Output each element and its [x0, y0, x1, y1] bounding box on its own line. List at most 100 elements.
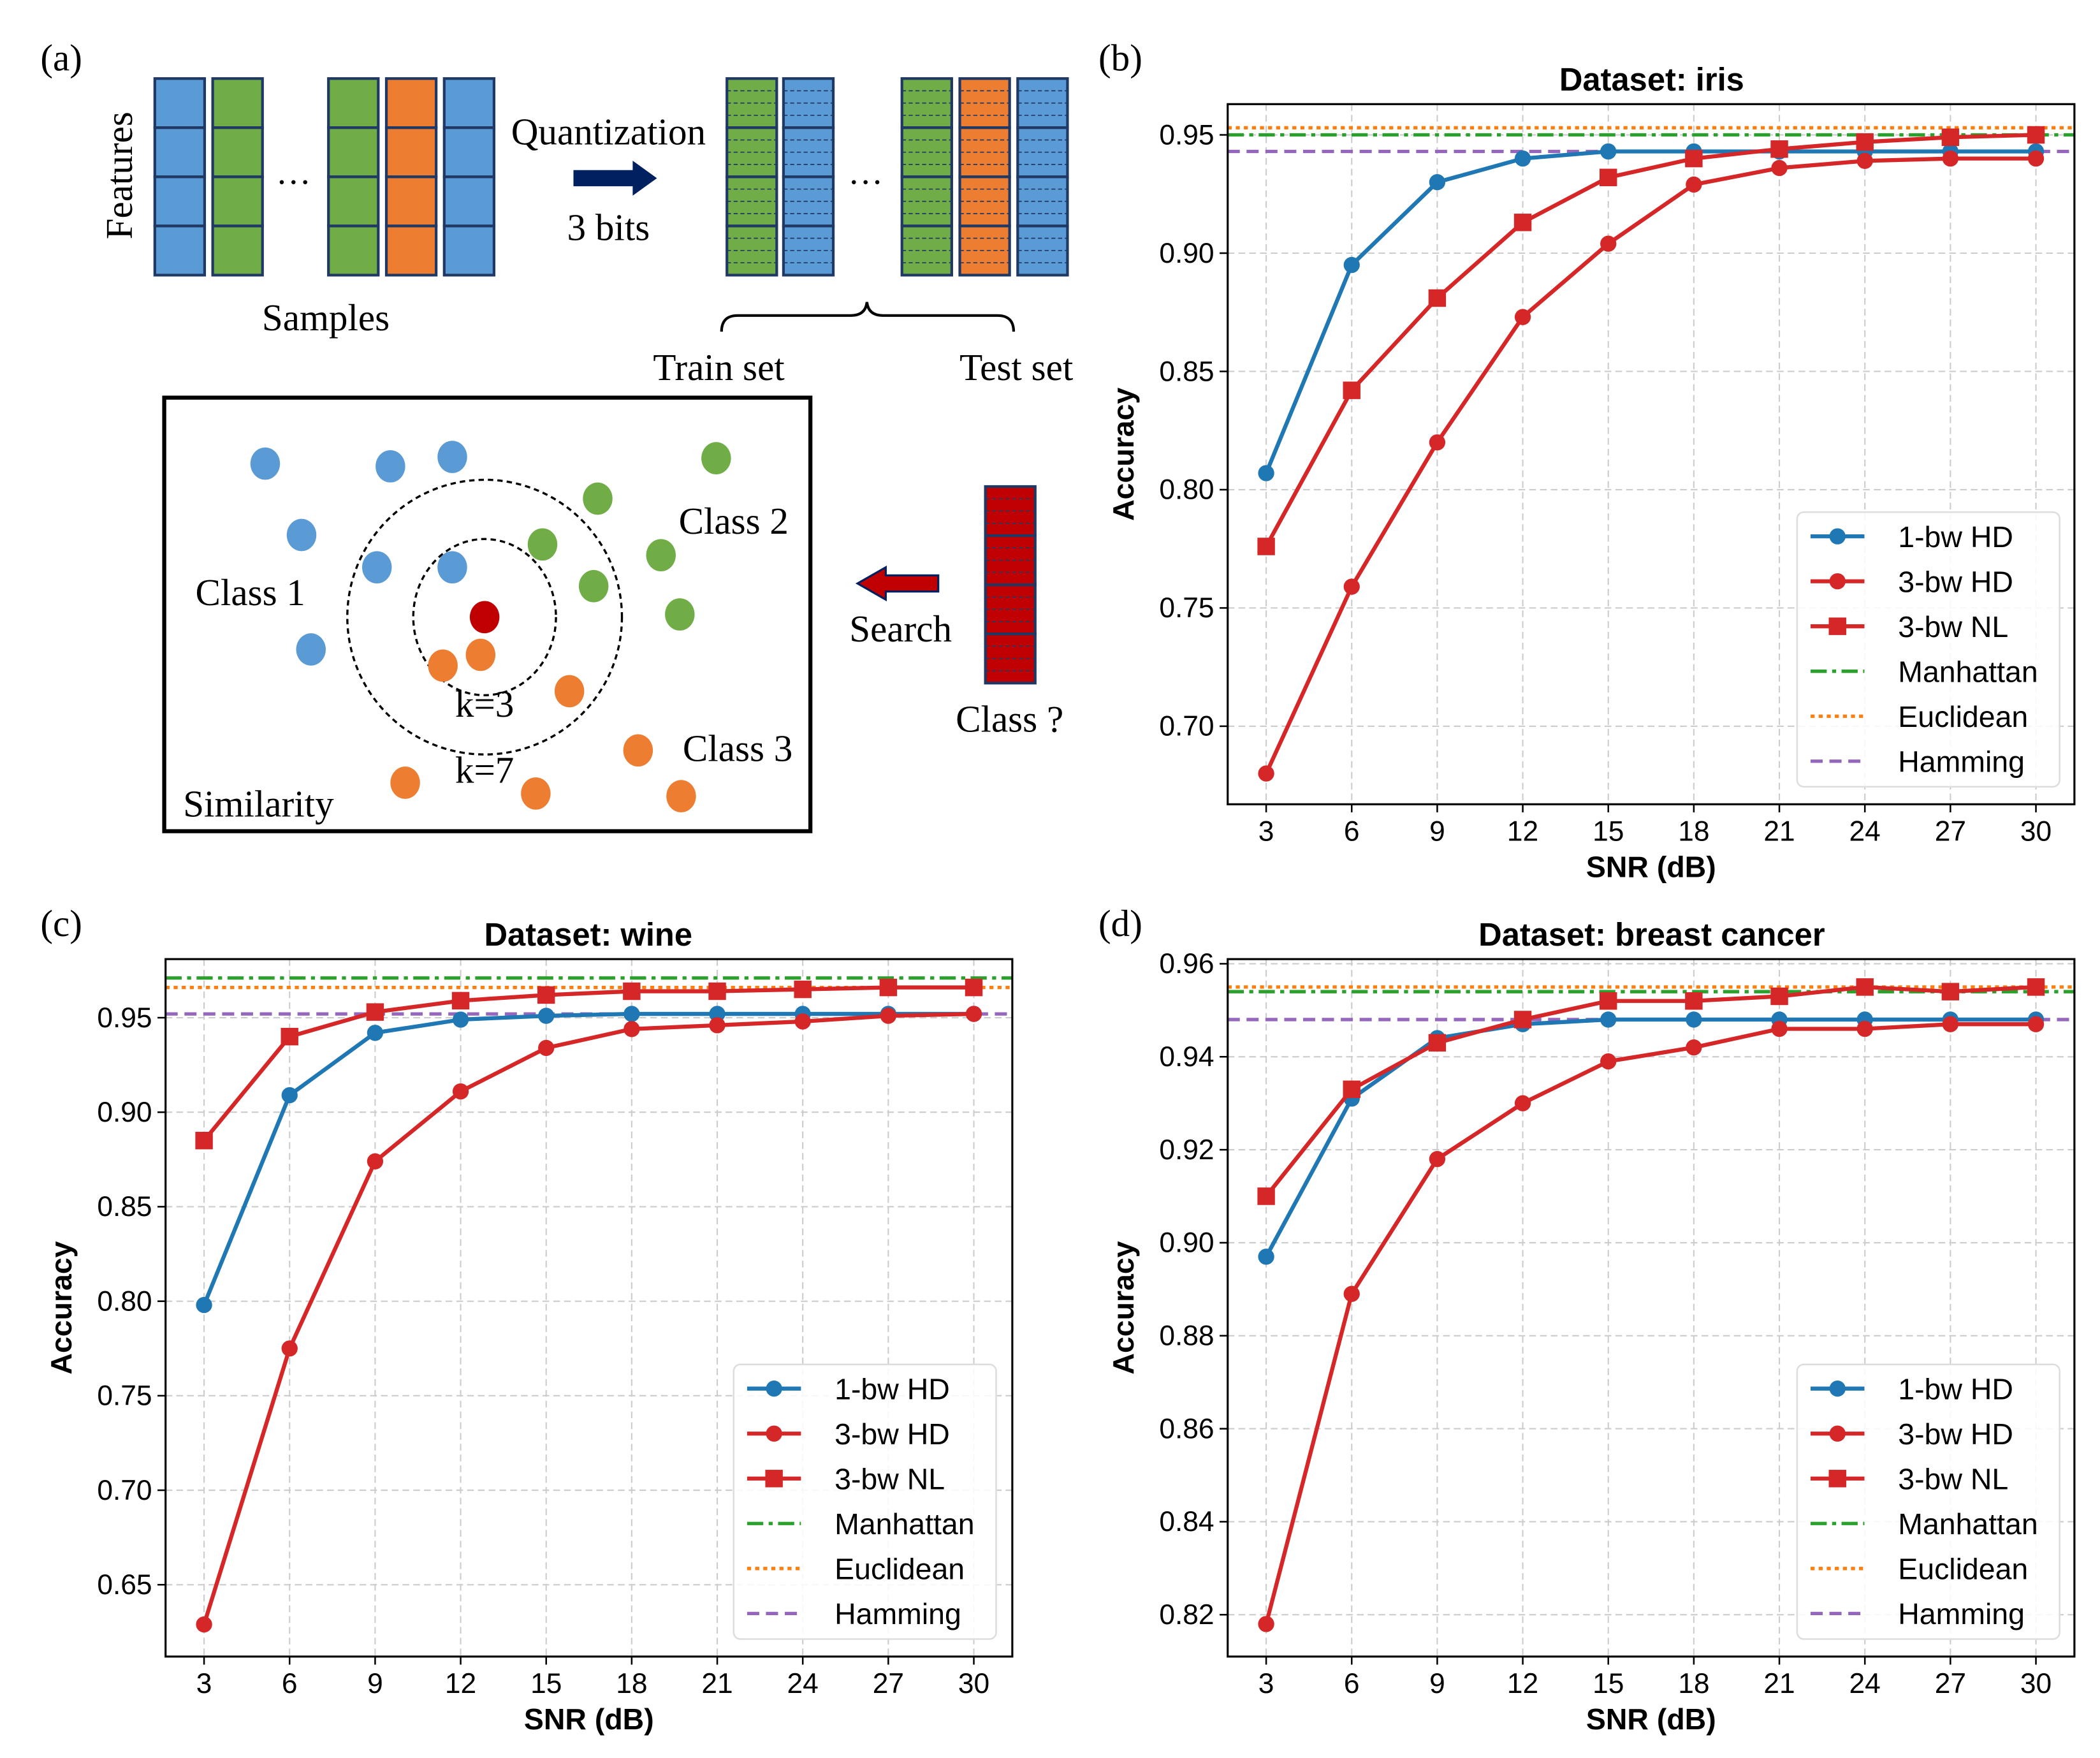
data-point	[623, 1021, 640, 1037]
data-point	[367, 1153, 384, 1169]
k3-label: k=3	[455, 683, 514, 725]
data-point	[1258, 1249, 1274, 1265]
data-point	[1513, 214, 1532, 231]
y-tick-label: 0.95	[97, 1002, 152, 1034]
class1-label: Class 1	[196, 571, 305, 613]
data-point	[794, 980, 812, 999]
feature-cell	[384, 77, 438, 129]
legend-label: 3-bw NL	[835, 1463, 945, 1496]
panel-label-a: (a)	[40, 37, 82, 79]
data-point	[1343, 256, 1360, 274]
legend-label: Manhattan	[1898, 1507, 2038, 1541]
feature-cell	[384, 126, 438, 179]
legend-marker	[1829, 573, 1846, 590]
class2-point	[646, 539, 676, 572]
query-sample-column	[984, 485, 1037, 685]
x-tick-label: 9	[1429, 1668, 1445, 1699]
x-tick-label: 15	[1593, 816, 1624, 847]
x-tick-label: 6	[1344, 1668, 1360, 1699]
data-point	[1514, 1095, 1531, 1111]
legend-marker	[1829, 1381, 1846, 1397]
legend-marker	[1829, 1425, 1846, 1442]
class1-point	[296, 633, 326, 666]
data-point	[880, 1007, 897, 1024]
feature-columns	[153, 77, 1069, 277]
y-axis-label: Accuracy	[1107, 388, 1140, 521]
x-tick-label: 12	[445, 1668, 476, 1699]
y-tick-label: 0.85	[1159, 356, 1214, 387]
series-line	[1264, 156, 2036, 775]
bits-label: 3 bits	[567, 207, 650, 249]
chart-0: 3 6 9 12 15 18 21 24 27 30 0.70 0.75 0.80 0.85 0.90 0.9…	[1107, 61, 2076, 883]
data-point	[451, 992, 470, 1010]
y-tick-label: 0.85	[97, 1191, 152, 1222]
data-point	[709, 1017, 726, 1034]
x-tick-label: 15	[530, 1668, 562, 1699]
data-point	[1600, 1011, 1617, 1028]
quantization-label: Quantization	[511, 111, 706, 153]
data-point	[2027, 126, 2045, 144]
data-point	[367, 1025, 384, 1041]
legend-label: 3-bw NL	[1898, 610, 2008, 643]
x-tick-label: 21	[701, 1668, 733, 1699]
class1-point	[362, 551, 392, 584]
panel-label-b: (b)	[1098, 37, 1142, 79]
query-point	[469, 601, 500, 634]
series-line	[1264, 149, 2036, 474]
data-point	[2027, 978, 2045, 996]
y-tick-label: 0.70	[1159, 711, 1214, 742]
quantized-sample-column	[726, 77, 778, 277]
data-point	[1941, 128, 1960, 146]
legend-label: 1-bw HD	[835, 1373, 950, 1406]
data-point	[281, 1087, 298, 1104]
x-tick-label: 30	[958, 1668, 989, 1699]
legend-item: 3-bw HD	[747, 1417, 950, 1451]
quantized-sample-column	[782, 77, 835, 277]
series-3-bw-nl	[1257, 126, 2045, 555]
y-tick-label: 0.88	[1159, 1321, 1214, 1352]
data-point	[281, 1340, 298, 1357]
data-point	[196, 1616, 212, 1633]
y-tick-label: 0.90	[1159, 1227, 1214, 1259]
class1-point	[437, 551, 467, 584]
class2-point	[701, 442, 731, 474]
y-axis-label: Accuracy	[1107, 1241, 1140, 1374]
x-tick-label: 18	[616, 1668, 647, 1699]
feature-cell	[211, 224, 264, 277]
data-point	[708, 982, 726, 1000]
feature-cell	[442, 77, 496, 129]
legend-item: 3-bw HD	[1811, 1417, 2013, 1451]
data-point	[1770, 987, 1788, 1006]
data-point	[1514, 309, 1531, 325]
x-tick-label: 3	[1258, 1668, 1274, 1699]
legend-item: Hamming	[1811, 745, 2025, 779]
legend-label: Euclidean	[1898, 700, 2028, 733]
series-line	[1264, 133, 2036, 548]
feature-cell	[327, 224, 380, 277]
data-point	[1428, 1034, 1447, 1052]
legend-item: 3-bw NL	[1811, 1463, 2008, 1496]
feature-cell	[442, 126, 496, 179]
data-point	[452, 1083, 469, 1100]
panel-label-c: (c)	[40, 902, 82, 944]
data-point	[366, 1003, 384, 1021]
data-point	[538, 1039, 555, 1057]
x-tick-label: 21	[1763, 816, 1795, 847]
class3-point	[390, 766, 420, 799]
query-column	[984, 485, 1037, 685]
x-tick-label: 3	[196, 1668, 212, 1699]
x-tick-label: 3	[1258, 816, 1274, 847]
legend-item: 1-bw HD	[1811, 1373, 2013, 1406]
data-point	[1343, 1080, 1360, 1099]
k7-neighborhood	[346, 478, 623, 756]
class3-point	[465, 638, 496, 671]
class2-point	[527, 528, 558, 561]
class2-point	[578, 569, 609, 603]
feature-cell	[211, 175, 264, 228]
y-tick-label: 0.96	[1159, 948, 1214, 979]
data-point	[1856, 133, 1874, 151]
feature-cell	[384, 175, 438, 228]
quantized-sample-column	[958, 77, 1011, 277]
y-tick-label: 0.94	[1159, 1041, 1214, 1073]
series-line	[202, 1011, 974, 1625]
